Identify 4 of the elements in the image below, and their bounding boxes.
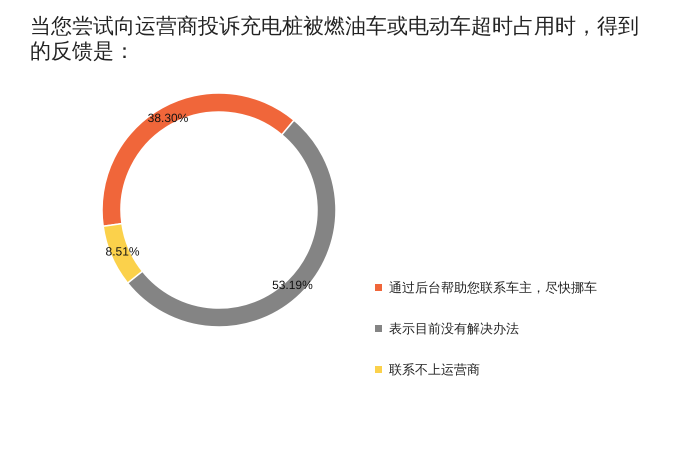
legend-label: 联系不上运营商: [389, 362, 480, 377]
legend-label: 表示目前没有解决办法: [389, 321, 519, 336]
chart-title: 当您尝试向运营商投诉充电桩被燃油车或电动车超时占用时，得到的反馈是：: [30, 14, 640, 64]
legend-label: 通过后台帮助您联系车主，尽快挪车: [389, 280, 597, 295]
